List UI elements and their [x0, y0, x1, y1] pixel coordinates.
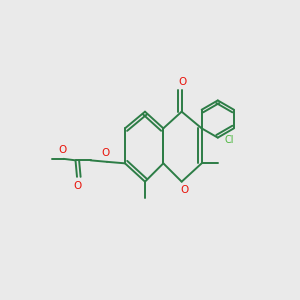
- Text: O: O: [58, 145, 66, 154]
- Text: O: O: [73, 181, 81, 191]
- Text: Cl: Cl: [224, 135, 234, 145]
- Text: O: O: [101, 148, 110, 158]
- Text: O: O: [181, 185, 189, 195]
- Text: O: O: [178, 77, 186, 87]
